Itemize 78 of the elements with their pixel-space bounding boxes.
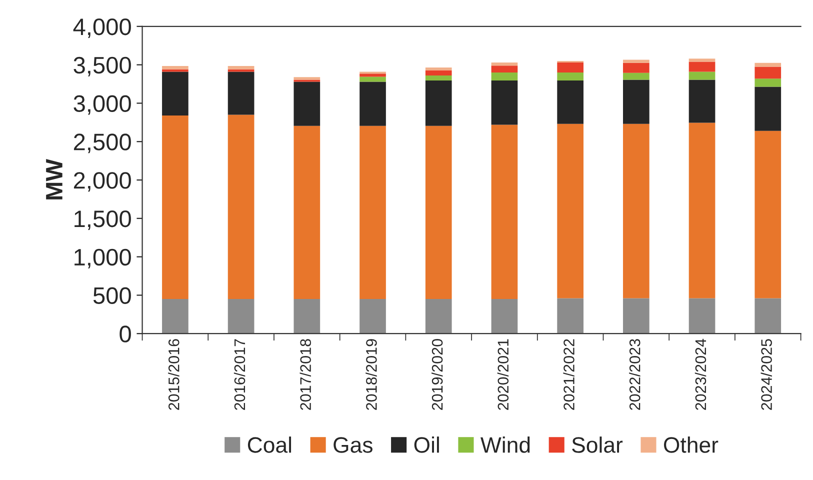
legend-label: Wind (480, 436, 530, 453)
x-tick-label: 2024/2025 (760, 339, 772, 410)
bar (623, 60, 650, 63)
y-tick-label: 3,500 (74, 56, 131, 76)
legend-label: Gas (334, 437, 372, 453)
y-tick-label: 4,000 (73, 18, 131, 38)
bar (557, 72, 584, 81)
y-tick-label: 3,000 (74, 95, 131, 115)
x-tick-label: 2017/2018 (300, 339, 312, 410)
bar (688, 62, 716, 72)
legend-label: Other (664, 436, 718, 453)
bar (557, 80, 584, 124)
x-tick-label: 2022/2023 (629, 339, 640, 410)
bar (425, 70, 452, 76)
bar (294, 126, 320, 300)
bar (557, 124, 584, 298)
bar (162, 66, 188, 70)
bar (754, 298, 782, 334)
bar (162, 299, 188, 334)
bar (688, 122, 716, 298)
bar (294, 82, 320, 126)
bar (754, 62, 782, 67)
bar (688, 298, 716, 334)
bar (360, 82, 386, 126)
bar (228, 114, 254, 300)
bar (754, 86, 782, 131)
bar (491, 72, 518, 81)
bar (688, 58, 716, 62)
bar (228, 72, 254, 115)
bar (162, 115, 188, 300)
legend-label: Oil (414, 436, 439, 453)
bar (623, 62, 650, 73)
bar (491, 62, 518, 66)
bar (425, 67, 452, 71)
bar (688, 72, 716, 80)
legend-label: Solar (572, 436, 623, 453)
bar (360, 76, 386, 82)
y-tick-label: 2,000 (74, 172, 131, 192)
bar (557, 298, 584, 334)
bar (557, 62, 584, 72)
bar (162, 72, 188, 116)
bar (425, 299, 452, 334)
bar (623, 124, 650, 298)
bar (491, 66, 518, 72)
bar (623, 80, 650, 124)
bar (623, 72, 650, 80)
bar (425, 76, 452, 81)
x-tick-label: 2015/2016 (168, 339, 180, 410)
bar (754, 78, 782, 87)
bar (754, 66, 782, 79)
bar (294, 77, 320, 80)
x-tick-label: 2020/2021 (497, 339, 509, 410)
y-tick-label: 0 (120, 326, 131, 342)
bar (228, 66, 254, 70)
bar (623, 298, 650, 334)
bar (360, 74, 386, 77)
legend-label: Coal (248, 436, 292, 453)
x-tick-label: 2021/2022 (563, 339, 574, 410)
x-tick-label: 2016/2017 (234, 339, 246, 410)
y-tick-label: 1,500 (74, 210, 131, 230)
bar (688, 80, 716, 123)
bar (754, 130, 782, 298)
bar (491, 80, 518, 125)
x-tick-label: 2018/2019 (366, 339, 377, 410)
bar (425, 80, 452, 126)
y-tick-label: 500 (93, 287, 131, 304)
bar (491, 124, 518, 300)
y-tick-label: 2,500 (74, 134, 131, 154)
bar (360, 126, 386, 300)
bar (294, 299, 320, 334)
y-axis-title: MW (46, 159, 62, 200)
bar (228, 299, 254, 334)
bar (491, 299, 518, 334)
x-tick-label: 2023/2024 (694, 338, 706, 410)
bar (360, 299, 386, 334)
y-tick-label: 1,000 (74, 248, 131, 268)
x-tick-label: 2019/2020 (431, 339, 443, 410)
bar (425, 126, 452, 300)
